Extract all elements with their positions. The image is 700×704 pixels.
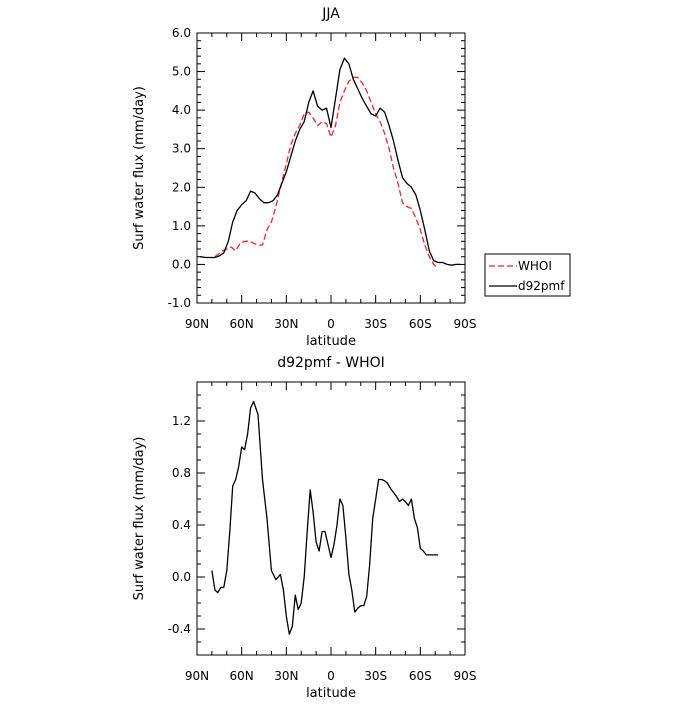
- x-tick-label: 90S: [454, 669, 477, 683]
- x-tick-label: 90S: [454, 317, 477, 331]
- y-axis-label: Surf water flux (mm/day): [132, 86, 147, 250]
- x-tick-label: 0: [327, 669, 335, 683]
- y-tick-label: 1.2: [172, 414, 191, 428]
- x-tick-label: 90N: [185, 317, 209, 331]
- legend-box: [484, 253, 571, 297]
- x-axis-label: latitude: [306, 686, 356, 700]
- legend-label: WHOI: [518, 259, 552, 273]
- x-tick-label: 60N: [230, 317, 254, 331]
- y-tick-label: 5.0: [172, 65, 191, 79]
- chart-title: JJA: [321, 6, 340, 22]
- legend-label: d92pmf: [518, 279, 565, 293]
- series-line-d92pmf: [199, 57, 461, 266]
- y-tick-label: 1.0: [172, 219, 191, 233]
- x-axis-label: latitude: [306, 334, 356, 349]
- x-tick-label: 30N: [274, 317, 298, 331]
- x-tick-label: 60S: [409, 317, 432, 331]
- y-tick-label: 0.0: [172, 257, 191, 271]
- x-tick-label: 0: [327, 317, 335, 331]
- y-tick-label: 0.8: [172, 466, 191, 480]
- y-tick-label: 4.0: [172, 103, 191, 117]
- y-tick-label: -1.0: [168, 296, 191, 310]
- y-tick-label: -0.4: [168, 622, 191, 636]
- y-axis-label: Surf water flux (mm/day): [132, 437, 147, 601]
- y-tick-label: 0.0: [172, 570, 191, 584]
- y-tick-label: 6.0: [172, 26, 191, 40]
- x-tick-label: 90N: [185, 669, 209, 683]
- x-tick-label: 60S: [409, 669, 432, 683]
- series-line-difference-0: [211, 400, 439, 635]
- x-tick-label: 30S: [364, 669, 387, 683]
- x-tick-label: 30S: [364, 317, 387, 331]
- plot-frame: [196, 32, 466, 304]
- plot-frame: [196, 381, 466, 656]
- y-tick-label: 3.0: [172, 142, 191, 156]
- x-tick-label: 60N: [230, 669, 254, 683]
- chart-title: d92pmf - WHOI: [277, 355, 385, 371]
- x-tick-label: 30N: [274, 669, 298, 683]
- y-tick-label: 0.4: [172, 518, 191, 532]
- series-line-whoi: [214, 76, 439, 269]
- y-tick-label: 2.0: [172, 180, 191, 194]
